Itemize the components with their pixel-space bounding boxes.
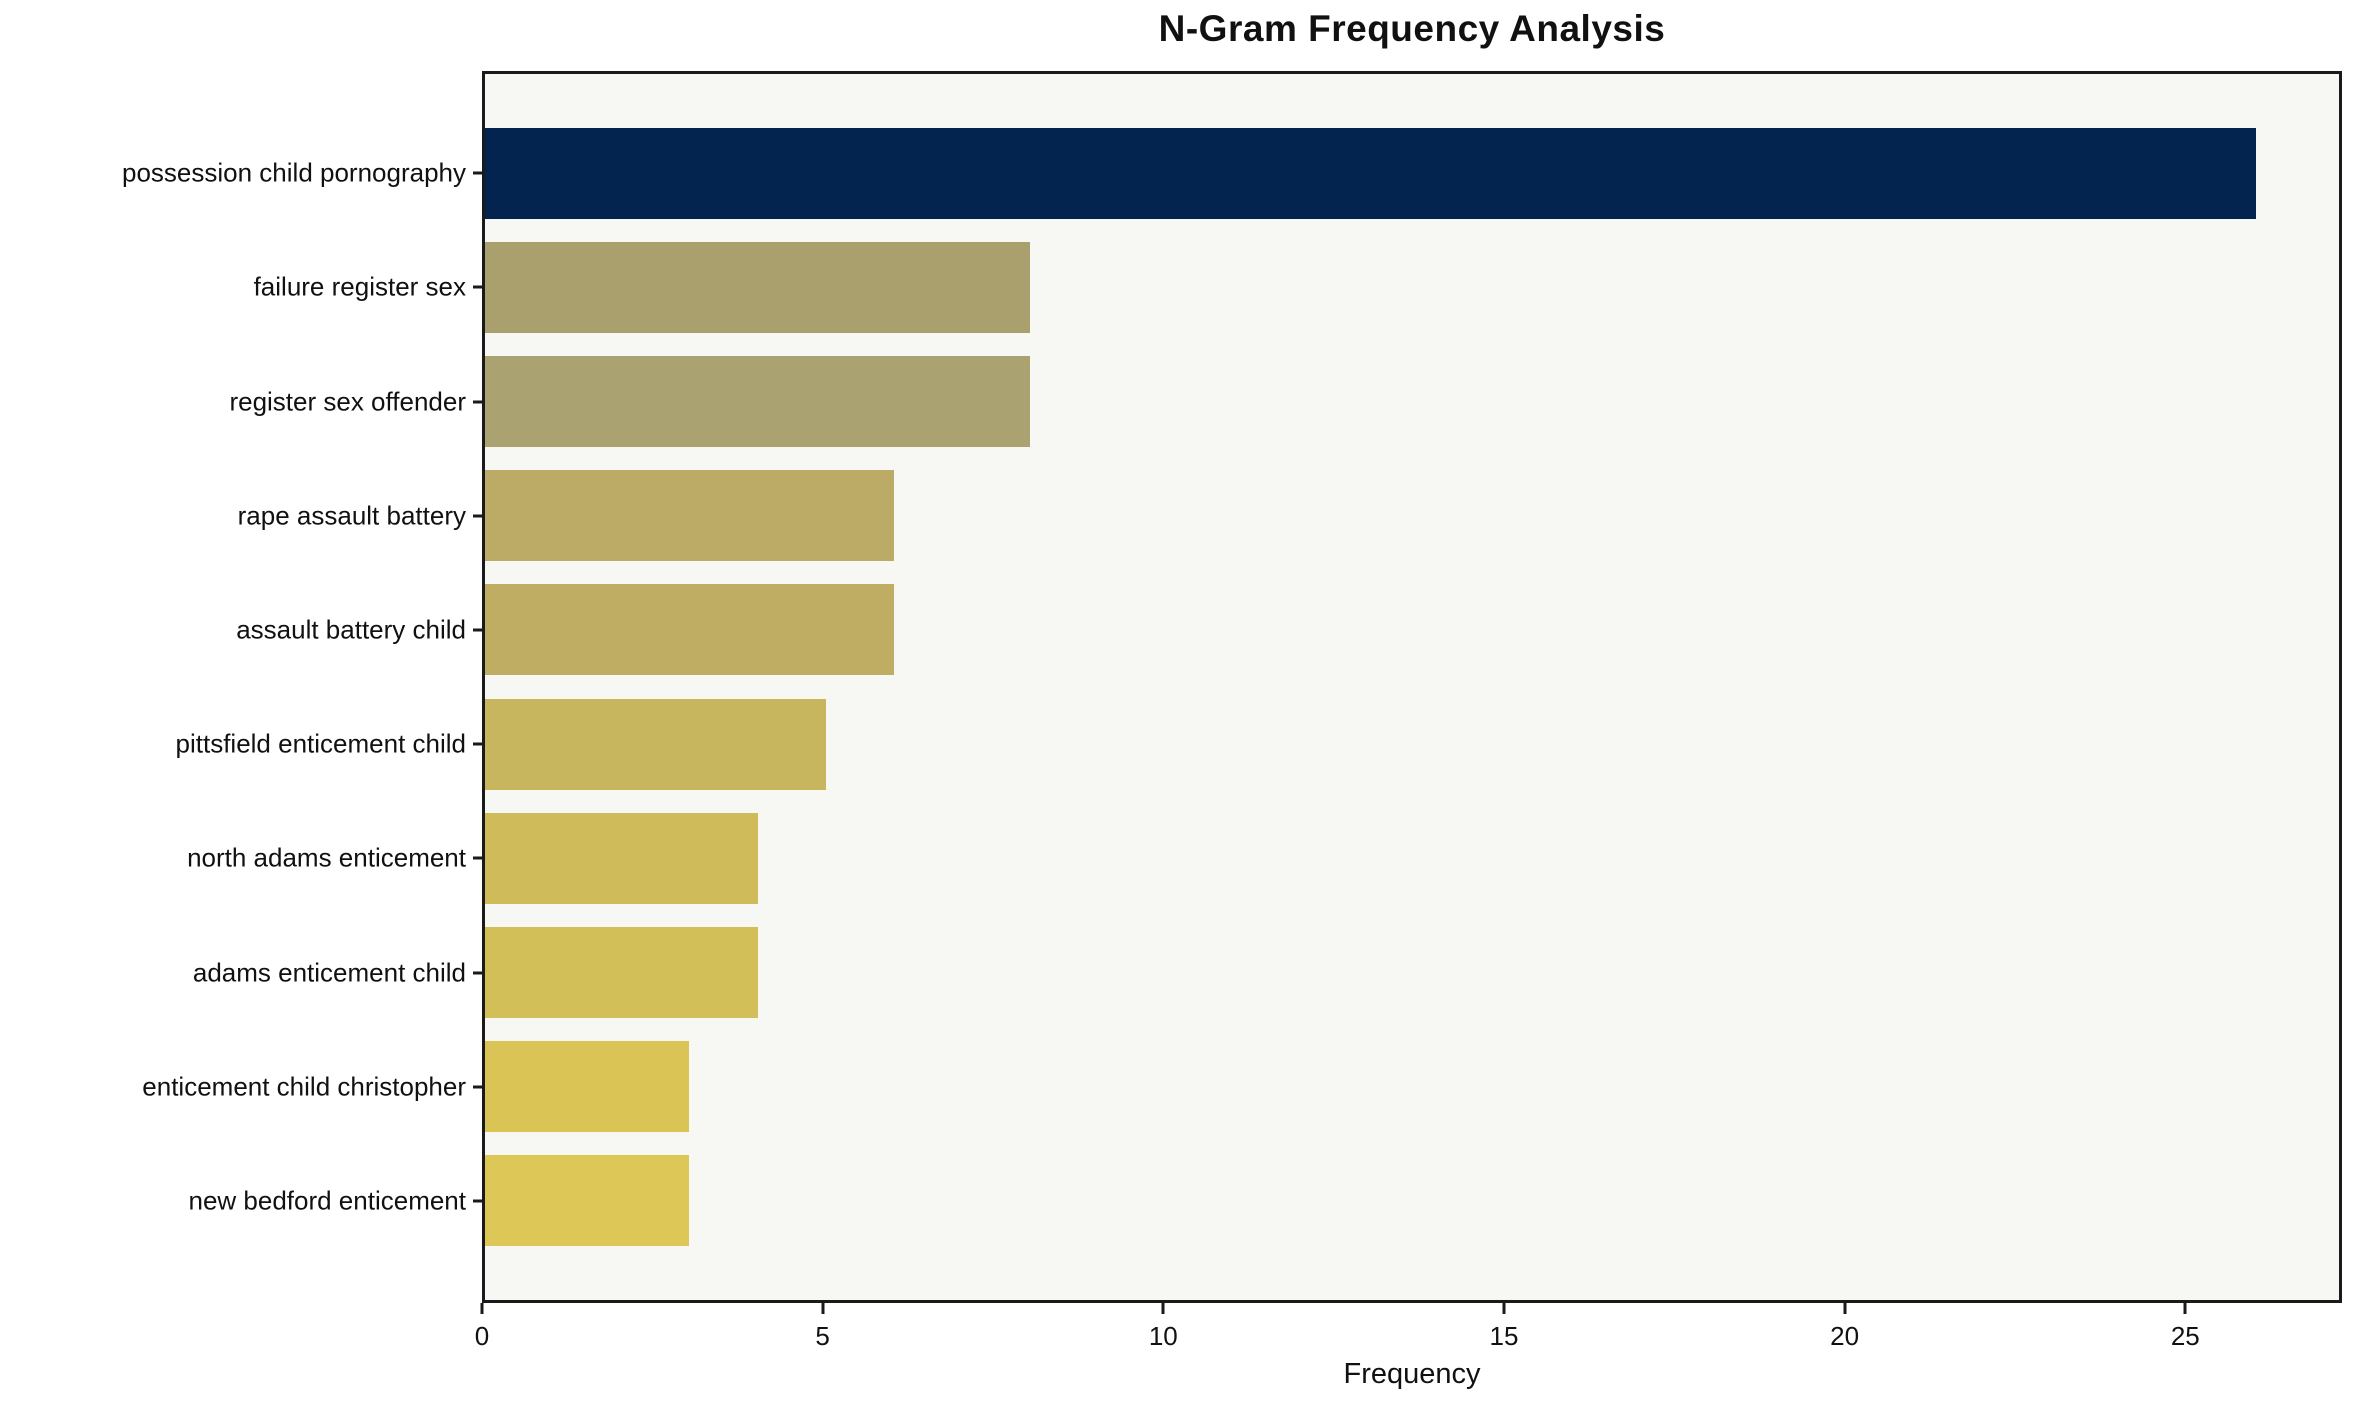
- x-tick-mark: [1843, 1303, 1847, 1314]
- y-tick-label: assault battery child: [236, 614, 466, 645]
- bar-rape-assault-battery: [485, 470, 894, 562]
- bar-enticement-child-christopher: [485, 1041, 690, 1133]
- x-tick-mark: [821, 1303, 825, 1314]
- bar-failure-register-sex: [485, 241, 1031, 333]
- y-tick-mark: [473, 171, 482, 175]
- x-axis-label: Frequency: [1343, 1358, 1481, 1390]
- bar-assault-battery-child: [485, 584, 894, 676]
- y-tick-mark: [473, 514, 482, 518]
- x-tick-label: 10: [1148, 1321, 1178, 1351]
- y-tick-label: register sex offender: [229, 386, 466, 416]
- x-tick-mark: [1161, 1303, 1165, 1314]
- y-tick-mark: [473, 856, 482, 860]
- y-tick-label: adams enticement child: [192, 957, 466, 987]
- x-tick-label: 15: [1489, 1321, 1519, 1351]
- x-tick-mark: [480, 1303, 484, 1314]
- x-tick-mark: [2183, 1303, 2187, 1314]
- y-tick-mark: [473, 1085, 482, 1089]
- y-tick-mark: [473, 400, 482, 403]
- y-tick-mark: [473, 285, 482, 289]
- x-tick-label: 0: [474, 1321, 490, 1351]
- y-tick-label: north adams enticement: [187, 842, 466, 873]
- y-tick-label: failure register sex: [253, 271, 466, 302]
- x-tick-label: 5: [815, 1321, 830, 1351]
- x-tick-label: 20: [1830, 1321, 1860, 1351]
- x-tick-label: 25: [2170, 1321, 2200, 1351]
- y-tick-label: rape assault battery: [237, 500, 466, 531]
- y-tick-label: new bedford enticement: [188, 1185, 466, 1216]
- y-tick-label: pittsfield enticement child: [175, 728, 466, 759]
- y-tick-label: possession child pornography: [122, 157, 466, 188]
- bar-register-sex-offender: [485, 356, 1031, 447]
- y-tick-label: enticement child christopher: [142, 1071, 466, 1102]
- bar-possession-child-pornography: [485, 127, 2257, 219]
- y-tick-mark: [473, 628, 482, 632]
- y-tick-mark: [473, 742, 482, 746]
- chart-title: N-Gram Frequency Analysis: [1158, 8, 1666, 49]
- x-tick-mark: [1502, 1303, 1506, 1314]
- plot-area: [482, 71, 2342, 1303]
- bar-north-adams-enticement: [485, 812, 758, 904]
- bar-new-bedford-enticement: [485, 1155, 690, 1247]
- y-tick-mark: [473, 1199, 482, 1203]
- bar-adams-enticement-child: [485, 927, 758, 1018]
- bar-pittsfield-enticement-child: [485, 698, 826, 790]
- y-tick-mark: [473, 971, 482, 974]
